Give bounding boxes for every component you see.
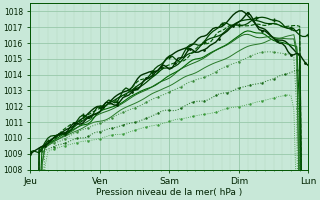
X-axis label: Pression niveau de la mer( hPa ): Pression niveau de la mer( hPa ) (96, 188, 243, 197)
